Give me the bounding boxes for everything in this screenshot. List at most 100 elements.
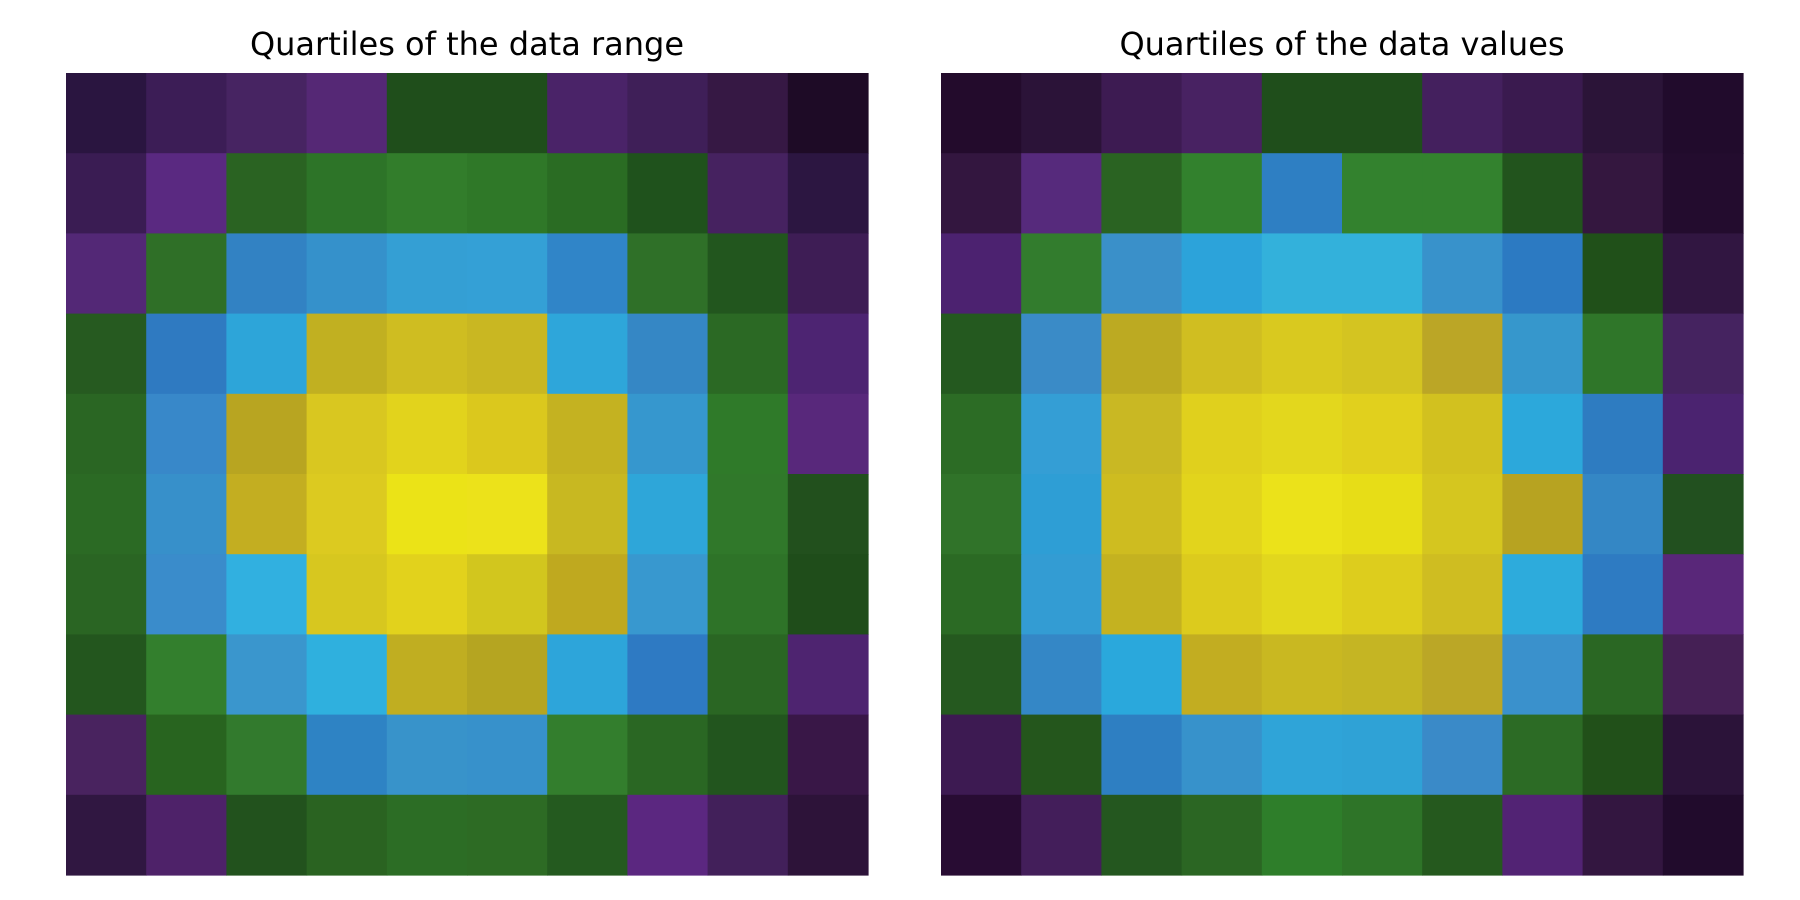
heatmap-cell-left-r0-c4 — [386, 73, 468, 154]
heatmap-panel-left: Quartiles of the data range — [66, 25, 869, 876]
heatmap-cell-right-r7-c7 — [1502, 634, 1584, 716]
heatmap-cell-right-r4-c9 — [1662, 393, 1744, 475]
heatmap-cell-right-r1-c4 — [1261, 153, 1343, 234]
heatmap-cell-right-r3-c1 — [1021, 313, 1102, 395]
heatmap-cell-right-r2-c1 — [1021, 233, 1102, 315]
heatmap-cell-left-r7-c6 — [547, 634, 628, 716]
heatmap-cell-right-r3-c5 — [1342, 313, 1423, 395]
heatmap-cell-right-r1-c8 — [1582, 153, 1664, 234]
heatmap-cell-left-r4-c6 — [547, 393, 628, 475]
heatmap-cell-right-r0-c0 — [941, 73, 1022, 154]
heatmap-cell-left-r0-c2 — [226, 73, 308, 154]
heatmap-cell-left-r8-c1 — [146, 714, 227, 796]
heatmap-cell-left-r1-c4 — [386, 153, 468, 234]
heatmap-cell-left-r9-c7 — [627, 794, 709, 876]
heatmap-cell-right-r8-c8 — [1582, 714, 1664, 796]
heatmap-cell-right-r4-c3 — [1181, 393, 1263, 475]
heatmap-cell-right-r4-c4 — [1261, 393, 1343, 475]
heatmap-cell-right-r0-c4 — [1261, 73, 1343, 154]
heatmap-cell-left-r4-c4 — [386, 393, 468, 475]
heatmap-cell-right-r0-c9 — [1662, 73, 1744, 154]
heatmap-cell-left-r7-c7 — [627, 634, 709, 716]
heatmap-cell-right-r6-c6 — [1422, 554, 1503, 635]
heatmap-cell-left-r3-c8 — [707, 313, 789, 395]
heatmap-cell-right-r5-c8 — [1582, 474, 1664, 555]
heatmap-cell-left-r7-c8 — [707, 634, 789, 716]
heatmap-cell-right-r3-c3 — [1181, 313, 1263, 395]
heatmap-cell-right-r5-c4 — [1261, 474, 1343, 555]
heatmap-cell-left-r9-c1 — [146, 794, 227, 876]
heatmap-cell-right-r0-c5 — [1342, 73, 1423, 154]
heatmap-cell-right-r7-c1 — [1021, 634, 1102, 716]
heatmap-cell-left-r6-c7 — [627, 554, 709, 635]
heatmap-cell-right-r4-c1 — [1021, 393, 1102, 475]
heatmap-cell-left-r8-c6 — [547, 714, 628, 796]
heatmap-cell-left-r8-c2 — [226, 714, 308, 796]
heatmap-cell-right-r5-c0 — [941, 474, 1022, 555]
heatmap-cell-left-r8-c3 — [306, 714, 388, 796]
heatmap-cell-left-r6-c2 — [226, 554, 308, 635]
heatmap-cell-right-r1-c5 — [1342, 153, 1423, 234]
heatmap-cell-right-r6-c7 — [1502, 554, 1584, 635]
heatmap-cell-left-r8-c4 — [386, 714, 468, 796]
heatmap-cell-left-r5-c5 — [467, 474, 548, 555]
heatmap-cell-left-r7-c9 — [787, 634, 869, 716]
heatmap-cell-right-r1-c0 — [941, 153, 1022, 234]
heatmap-cell-right-r7-c3 — [1181, 634, 1263, 716]
heatmap-cell-right-r8-c1 — [1021, 714, 1102, 796]
heatmap-cell-right-r3-c2 — [1101, 313, 1183, 395]
heatmap-cell-left-r5-c8 — [707, 474, 789, 555]
heatmap-cell-right-r8-c5 — [1342, 714, 1423, 796]
heatmap-cell-right-r6-c4 — [1261, 554, 1343, 635]
heatmap-cell-left-r3-c0 — [66, 313, 147, 395]
heatmap-cell-left-r9-c3 — [306, 794, 388, 876]
heatmap-cell-right-r9-c0 — [941, 794, 1022, 876]
heatmap-cell-left-r2-c7 — [627, 233, 709, 315]
heatmap-cell-left-r9-c9 — [787, 794, 869, 876]
heatmap-cell-left-r0-c0 — [66, 73, 147, 154]
heatmap-cell-right-r1-c6 — [1422, 153, 1503, 234]
heatmap-cell-right-r5-c1 — [1021, 474, 1102, 555]
heatmap-cell-right-r2-c0 — [941, 233, 1022, 315]
heatmap-cell-right-r9-c9 — [1662, 794, 1744, 876]
heatmap-cell-right-r2-c8 — [1582, 233, 1664, 315]
heatmap-cell-left-r1-c3 — [306, 153, 388, 234]
heatmap-cell-left-r7-c5 — [467, 634, 548, 716]
heatmap-cell-right-r2-c3 — [1181, 233, 1263, 315]
heatmap-cell-left-r2-c4 — [386, 233, 468, 315]
heatmap-cell-right-r6-c2 — [1101, 554, 1183, 635]
heatmap-cell-right-r9-c2 — [1101, 794, 1183, 876]
heatmap-cell-right-r9-c6 — [1422, 794, 1503, 876]
heatmap-cell-right-r1-c1 — [1021, 153, 1102, 234]
heatmap-cell-right-r8-c9 — [1662, 714, 1744, 796]
heatmap-cell-left-r1-c7 — [627, 153, 709, 234]
heatmap-cell-left-r1-c0 — [66, 153, 147, 234]
heatmap-cell-right-r2-c2 — [1101, 233, 1183, 315]
heatmap-cell-right-r0-c6 — [1422, 73, 1503, 154]
heatmap-cell-left-r2-c0 — [66, 233, 147, 315]
heatmap-cell-left-r3-c5 — [467, 313, 548, 395]
heatmap-cell-right-r8-c3 — [1181, 714, 1263, 796]
heatmap-cell-left-r2-c2 — [226, 233, 308, 315]
heatmap-cell-right-r1-c7 — [1502, 153, 1584, 234]
heatmap-cell-right-r5-c2 — [1101, 474, 1183, 555]
heatmap-cell-left-r7-c1 — [146, 634, 227, 716]
heatmap-cell-right-r8-c0 — [941, 714, 1022, 796]
heatmap-cell-right-r6-c5 — [1342, 554, 1423, 635]
heatmap-cell-left-r0-c9 — [787, 73, 869, 154]
heatmap-cell-right-r4-c8 — [1582, 393, 1664, 475]
heatmap-cell-left-r6-c9 — [787, 554, 869, 635]
heatmap-cell-left-r4-c7 — [627, 393, 709, 475]
heatmap-cell-left-r5-c9 — [787, 474, 869, 555]
heatmap-cell-left-r4-c0 — [66, 393, 147, 475]
heatmap-cell-left-r7-c0 — [66, 634, 147, 716]
heatmap-cell-right-r5-c3 — [1181, 474, 1263, 555]
heatmap-cell-left-r5-c3 — [306, 474, 388, 555]
heatmap-cell-left-r3-c3 — [306, 313, 388, 395]
heatmap-cell-right-r6-c3 — [1181, 554, 1263, 635]
heatmap-cell-left-r7-c2 — [226, 634, 308, 716]
heatmap-cell-left-r4-c3 — [306, 393, 388, 475]
heatmap-cell-left-r1-c5 — [467, 153, 548, 234]
heatmap-cell-left-r9-c6 — [547, 794, 628, 876]
